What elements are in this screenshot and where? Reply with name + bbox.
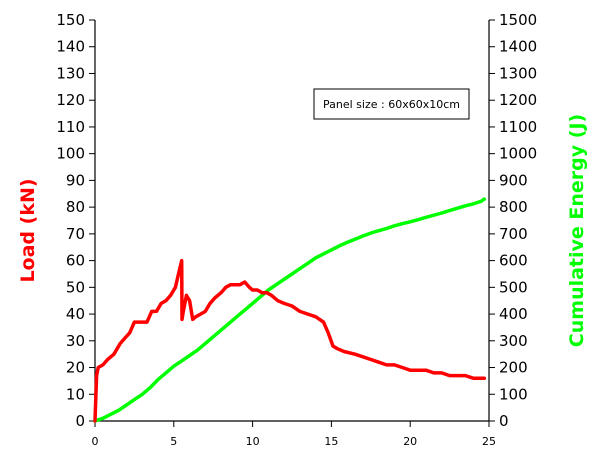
y-left-tick-label: 60 bbox=[66, 252, 85, 270]
annotation-text: Panel size : 60x60x10cm bbox=[323, 98, 460, 111]
y-left-tick-label: 120 bbox=[56, 91, 85, 109]
y-right-axis-title: Cumulative Energy (J) bbox=[566, 114, 588, 347]
y-left-tick-label: 90 bbox=[66, 171, 85, 189]
y-right-tick-label: 900 bbox=[499, 171, 528, 189]
x-tick-label: 0 bbox=[92, 435, 99, 448]
y-right-tick-label: 1300 bbox=[499, 64, 537, 82]
y-right-tick-label: 1500 bbox=[499, 11, 537, 29]
y-right-tick-label: 600 bbox=[499, 252, 528, 270]
y-right-tick-label: 400 bbox=[499, 305, 528, 323]
x-tick-label: 10 bbox=[246, 435, 260, 448]
y-left-tick-label: 130 bbox=[56, 64, 85, 82]
y-left-tick-label: 30 bbox=[66, 332, 85, 350]
y-right-tick-label: 100 bbox=[499, 385, 528, 403]
y-left-tick-label: 70 bbox=[66, 225, 85, 243]
x-tick-label: 5 bbox=[170, 435, 177, 448]
x-tick-label: 15 bbox=[324, 435, 338, 448]
y-left-tick-label: 100 bbox=[56, 145, 85, 163]
y-left-tick-label: 10 bbox=[66, 385, 85, 403]
y-left-tick-label: 80 bbox=[66, 198, 85, 216]
y-left-tick-label: 20 bbox=[66, 359, 85, 377]
x-tick-label: 25 bbox=[482, 435, 496, 448]
y-left-axis-title: Load (kN) bbox=[17, 178, 39, 282]
y-right-tick-label: 0 bbox=[499, 412, 509, 430]
y-left-tick-label: 110 bbox=[56, 118, 85, 136]
y-right-tick-label: 300 bbox=[499, 332, 528, 350]
y-right-tick-label: 700 bbox=[499, 225, 528, 243]
y-left-tick-label: 0 bbox=[75, 412, 85, 430]
y-right-tick-label: 1100 bbox=[499, 118, 537, 136]
load-series-line bbox=[93, 258, 487, 423]
energy-series-line bbox=[93, 197, 487, 423]
y-right-tick-label: 1200 bbox=[499, 91, 537, 109]
y-right-tick-label: 500 bbox=[499, 278, 528, 296]
y-right-tick-label: 1400 bbox=[499, 38, 537, 56]
y-left-tick-label: 40 bbox=[66, 305, 85, 323]
y-right-tick-label: 800 bbox=[499, 198, 528, 216]
y-left-tick-label: 150 bbox=[56, 11, 85, 29]
y-left-tick-label: 50 bbox=[66, 278, 85, 296]
y-left-tick-label: 140 bbox=[56, 38, 85, 56]
y-right-tick-label: 1000 bbox=[499, 145, 537, 163]
annotation-box bbox=[313, 88, 470, 120]
y-right-tick-label: 200 bbox=[499, 359, 528, 377]
x-tick-label: 20 bbox=[403, 435, 417, 448]
